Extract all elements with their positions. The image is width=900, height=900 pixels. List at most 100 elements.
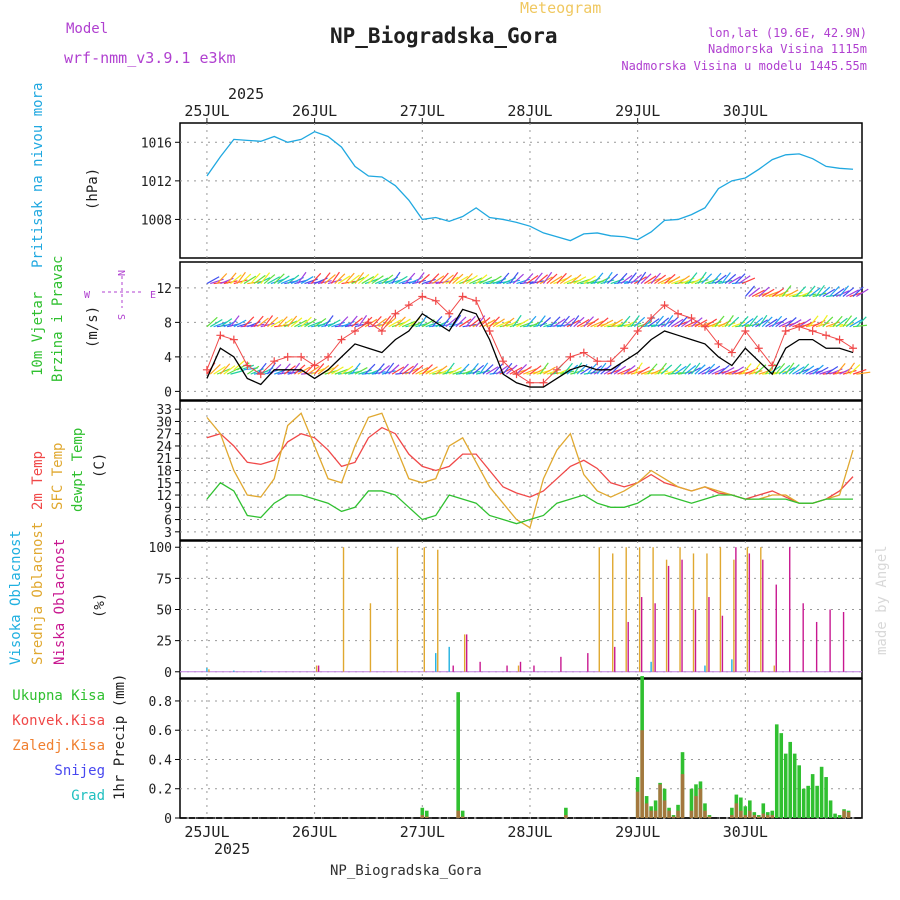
wind-arrow xyxy=(670,318,684,328)
wind-arrow xyxy=(734,273,746,284)
precip-unit: 1hr Precip (mm) xyxy=(112,674,128,800)
precip-conv-bar xyxy=(846,812,851,818)
precip-conv-bar xyxy=(420,815,425,818)
wind-arrow xyxy=(330,271,340,284)
precip-conv-bar xyxy=(680,774,685,818)
wind-arrow xyxy=(428,368,443,375)
wind-arrow xyxy=(590,320,604,328)
wind-arrow xyxy=(758,286,770,297)
precip-conv-bar xyxy=(676,810,680,818)
wind-arrow xyxy=(694,279,709,285)
wind-arrow xyxy=(300,316,312,328)
wind-arrow xyxy=(354,272,365,284)
wind-arrow xyxy=(240,273,252,285)
day-label-bottom: 29JUL xyxy=(615,823,660,841)
wind-arrow xyxy=(785,317,797,328)
wind-arrow xyxy=(250,272,261,284)
wind-arrow xyxy=(842,315,853,328)
wind-arrow xyxy=(808,287,821,297)
wind-arrow xyxy=(341,280,356,285)
precip-conv-bar xyxy=(842,810,846,818)
wind-arrow xyxy=(512,314,522,328)
wind-arrow xyxy=(418,273,430,285)
wind-arrow xyxy=(512,273,524,285)
wind-arrow xyxy=(647,363,658,375)
wind-arrow xyxy=(694,319,708,328)
wind-arrow xyxy=(630,315,640,328)
wind-arrow xyxy=(468,363,479,375)
wind-arrow xyxy=(664,369,679,375)
precip-conv-bar xyxy=(748,810,752,818)
wind-arrow xyxy=(701,368,715,375)
wind-arrow xyxy=(267,276,281,285)
wind-arrow xyxy=(563,317,576,328)
wind-arrow xyxy=(230,315,240,328)
wind-arrow xyxy=(772,370,787,375)
temp-unit: (C) xyxy=(92,453,108,478)
day-label-bottom: 27JUL xyxy=(400,823,445,841)
wind-arrow xyxy=(563,277,577,285)
wind-arrow xyxy=(247,281,262,285)
day-label-bottom: 26JUL xyxy=(292,823,337,841)
wind-arrow xyxy=(374,363,385,375)
wind-arrow xyxy=(449,322,463,328)
footer-station: NP_Biogradska_Gora xyxy=(330,863,482,879)
wind-arrow xyxy=(792,366,805,375)
wind-arrow xyxy=(519,365,532,375)
y-tick-label: 12 xyxy=(156,282,172,297)
wind-arrow xyxy=(374,317,387,328)
wind-arrow xyxy=(761,288,775,298)
wind-arrow xyxy=(398,363,409,375)
wind-arrow xyxy=(324,274,336,285)
wind-arrow xyxy=(818,286,831,297)
wind-arrow xyxy=(650,272,661,284)
wind-arrow xyxy=(341,365,354,375)
panel-3: 0 25 50 75 100 xyxy=(149,540,863,681)
wind-arrow xyxy=(570,369,584,375)
wind-arrow xyxy=(482,319,496,328)
wind-arrow xyxy=(391,321,406,328)
wind-arrow xyxy=(802,365,815,375)
wind-arrow xyxy=(637,271,647,284)
precip-conv-bar xyxy=(730,815,734,818)
precip-conv-bar xyxy=(698,788,703,818)
wind-arrow xyxy=(832,315,843,328)
wind-arrow xyxy=(718,364,730,375)
y-tick-label: 0.2 xyxy=(149,783,172,798)
temp-label-2m: 2m Temp xyxy=(30,451,46,510)
wind-arrow xyxy=(596,317,609,328)
wind-arrow xyxy=(240,324,255,328)
wind-arrow xyxy=(614,281,629,285)
wind-arrow xyxy=(230,274,242,285)
wind-arrow xyxy=(462,323,477,328)
day-label-top: 25JUL xyxy=(184,102,229,120)
wind-arrow xyxy=(603,271,613,284)
wind-arrow xyxy=(633,362,643,375)
wind-arrow xyxy=(728,316,740,328)
wind-arrow xyxy=(677,316,689,328)
wind-arrow xyxy=(226,272,237,284)
wind-arrow xyxy=(421,364,433,375)
wind-arrow xyxy=(607,368,621,375)
wind-arrow xyxy=(223,365,236,375)
wind-arrow xyxy=(206,316,218,328)
wind-arrow xyxy=(364,363,376,375)
wind-arrow xyxy=(327,319,341,328)
wind-arrow xyxy=(310,272,322,284)
compass-w: W xyxy=(84,290,91,301)
precip-total-bar xyxy=(761,803,766,818)
wind-arrow xyxy=(738,316,749,328)
wind-arrow xyxy=(287,370,302,375)
panel-frame xyxy=(179,122,863,259)
meteogram-label: Meteogram xyxy=(520,0,601,17)
wind-arrow xyxy=(452,369,467,375)
wind-arrow xyxy=(738,275,751,285)
y-tick-label: 18 xyxy=(156,465,172,480)
wind-arrow xyxy=(452,314,462,328)
wind-arrow xyxy=(660,364,673,375)
y-tick-label: 3 xyxy=(164,526,172,541)
wind-arrow xyxy=(600,319,614,328)
compass-n: N xyxy=(115,270,126,276)
wind-arrow xyxy=(808,315,819,328)
wind-arrow xyxy=(704,363,716,375)
